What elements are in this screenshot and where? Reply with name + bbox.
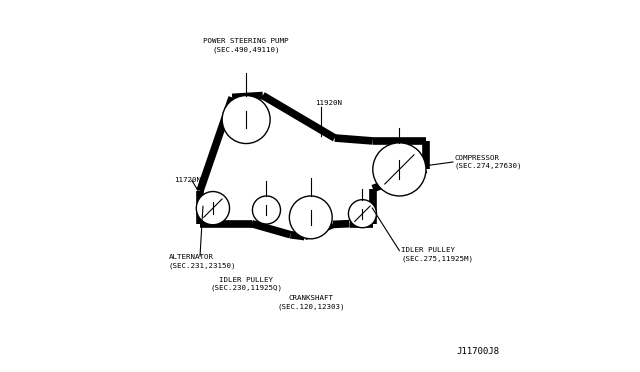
Text: ALTERNATOR
(SEC.231,23150): ALTERNATOR (SEC.231,23150) xyxy=(168,254,236,269)
Circle shape xyxy=(196,192,230,225)
Text: POWER STEERING PUMP
(SEC.490,49110): POWER STEERING PUMP (SEC.490,49110) xyxy=(204,38,289,53)
Circle shape xyxy=(372,143,426,196)
Text: IDLER PULLEY
(SEC.275,11925M): IDLER PULLEY (SEC.275,11925M) xyxy=(401,247,473,262)
Text: 11720N: 11720N xyxy=(174,177,201,183)
Text: 11920N: 11920N xyxy=(316,100,342,106)
Text: J11700J8: J11700J8 xyxy=(456,347,499,356)
Text: CRANKSHAFT
(SEC.120,12303): CRANKSHAFT (SEC.120,12303) xyxy=(277,295,344,310)
Circle shape xyxy=(289,196,332,239)
Text: IDLER PULLEY
(SEC.230,11925Q): IDLER PULLEY (SEC.230,11925Q) xyxy=(210,277,282,291)
Text: COMPRESSOR
(SEC.274,27630): COMPRESSOR (SEC.274,27630) xyxy=(455,155,522,169)
Circle shape xyxy=(348,200,376,228)
Circle shape xyxy=(252,196,280,224)
Circle shape xyxy=(222,96,270,144)
